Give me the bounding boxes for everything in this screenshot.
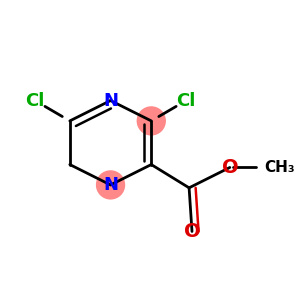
Text: CH₃: CH₃ — [265, 160, 296, 175]
Circle shape — [97, 171, 124, 199]
Circle shape — [137, 107, 165, 135]
Text: Cl: Cl — [25, 92, 45, 110]
Text: N: N — [103, 176, 118, 194]
Text: N: N — [103, 92, 118, 110]
Text: O: O — [221, 158, 238, 177]
Text: Cl: Cl — [176, 92, 196, 110]
Text: O: O — [184, 222, 200, 241]
